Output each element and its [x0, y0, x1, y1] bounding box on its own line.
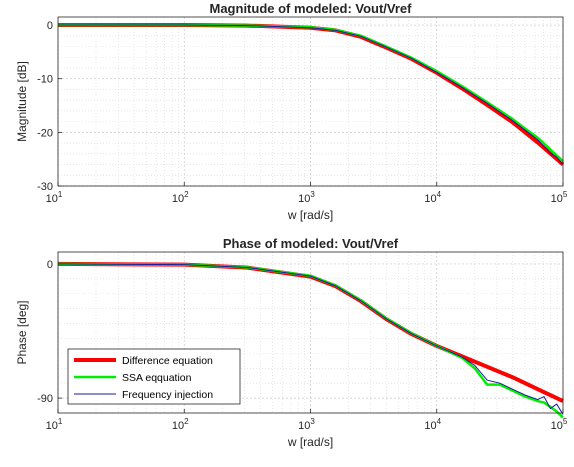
- phase-x-tick-base: 10: [551, 420, 563, 432]
- legend-label-2: Frequency injection: [122, 389, 213, 401]
- phase-y-tick-label: -90: [37, 393, 53, 405]
- magnitude-x-tick-label: 102: [172, 190, 189, 205]
- phase-x-tick-exponent: 2: [184, 417, 189, 426]
- magnitude-y-tick-label: -10: [37, 74, 53, 86]
- phase-series-line-2: [57, 263, 564, 415]
- phase-x-tick-exponent: 3: [310, 417, 315, 426]
- phase-x-tick-base: 10: [424, 420, 436, 432]
- magnitude-chart-title: Magnitude of modeled: Vout/Vref: [210, 1, 413, 16]
- phase-x-tick-base: 10: [298, 420, 310, 432]
- magnitude-series-line-2: [58, 24, 564, 165]
- legend-label-0: Difference equation: [122, 355, 213, 367]
- legend-label-1: SSA eqquation: [122, 372, 192, 384]
- magnitude-x-tick-exponent: 1: [58, 190, 63, 199]
- phase-x-axis-label: w [rad/s]: [287, 435, 333, 449]
- magnitude-x-tick-label: 105: [551, 190, 568, 205]
- phase-x-tick-exponent: 4: [437, 417, 442, 426]
- phase-chart-title: Phase of modeled: Vout/Vref: [223, 236, 399, 251]
- phase-legend: Difference equation SSA eqquation Frequenc…: [67, 348, 241, 405]
- magnitude-y-axis-label: Magnitude [dB]: [15, 61, 29, 142]
- phase-x-tick-label: 102: [172, 417, 189, 432]
- phase-x-tick-base: 10: [46, 420, 58, 432]
- magnitude-x-tick-exponent: 3: [310, 190, 315, 199]
- magnitude-x-tick-label: 103: [298, 190, 315, 205]
- phase-x-tick-label: 104: [424, 417, 441, 432]
- magnitude-x-tick-base: 10: [424, 193, 436, 205]
- magnitude-x-tick-label: 104: [424, 190, 441, 205]
- magnitude-x-tick-base: 10: [298, 193, 310, 205]
- magnitude-x-tick-label: 101: [46, 190, 63, 205]
- phase-x-tick-label: 101: [46, 417, 63, 432]
- magnitude-x-tick-base: 10: [46, 193, 58, 205]
- magnitude-x-tick-base: 10: [172, 193, 184, 205]
- magnitude-y-tick-label: 0: [47, 20, 53, 32]
- phase-x-tick-base: 10: [172, 420, 184, 432]
- phase-x-tick-label: 105: [551, 417, 568, 432]
- magnitude-x-tick-exponent: 5: [563, 190, 568, 199]
- magnitude-x-tick-base: 10: [551, 193, 563, 205]
- magnitude-y-tick-label: -20: [37, 127, 53, 139]
- phase-y-tick-label: 0: [47, 259, 53, 271]
- phase-y-axis-label: Phase [deg]: [15, 300, 29, 364]
- magnitude-x-axis-label: w [rad/s]: [287, 208, 333, 222]
- phase-x-tick-label: 103: [298, 417, 315, 432]
- magnitude-y-tick-label: -30: [37, 181, 53, 193]
- magnitude-x-tick-exponent: 2: [184, 190, 189, 199]
- phase-x-tick-exponent: 5: [563, 417, 568, 426]
- magnitude-x-tick-exponent: 4: [437, 190, 442, 199]
- phase-x-tick-exponent: 1: [58, 417, 63, 426]
